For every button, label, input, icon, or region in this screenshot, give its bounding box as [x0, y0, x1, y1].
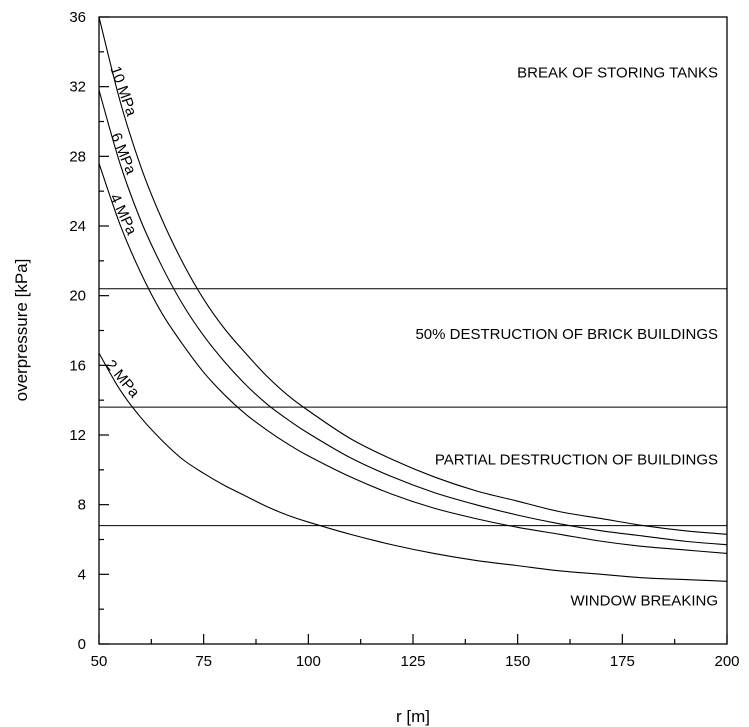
pressure-curves: [98, 16, 728, 582]
tick-labels: 50 75 100 125 150 175 200 0 4 8 12 16 20 24 28 32 36: [69, 9, 739, 670]
y-tick-label: 4: [78, 566, 86, 583]
curve-2-mpa: [98, 352, 728, 582]
curve-6-mpa: [98, 89, 728, 546]
x-axis-label: r [m]: [396, 707, 430, 726]
zone-label-break-of-storing-tanks: BREAK OF STORING TANKS: [517, 65, 718, 82]
curve-label-4-mpa: 4 MPa: [106, 191, 140, 238]
zone-label-50-destruction-of-brick-buildings: 50% DESTRUCTION OF BRICK BUILDINGS: [415, 326, 718, 343]
curve-label-10-mpa: 10 MPa: [107, 64, 141, 119]
y-tick-label: 16: [69, 357, 86, 374]
x-tick-label: 100: [296, 653, 321, 670]
x-tick-label: 200: [714, 653, 739, 670]
x-tick-label: 125: [400, 653, 425, 670]
zone-labels: BREAK OF STORING TANKS 50% DESTRUCTION OF…: [415, 65, 718, 610]
x-tick-label: 150: [505, 653, 530, 670]
y-tick-label: 12: [69, 427, 86, 444]
x-tick-label: 75: [195, 653, 212, 670]
curve-labels: 10 MPa 6 MPa 4 MPa 2 MPa: [102, 64, 143, 402]
y-tick-label: 8: [78, 497, 86, 514]
y-tick-label: 20: [69, 288, 86, 305]
y-tick-label: 32: [69, 79, 86, 96]
zone-label-partial-destruction-of-buildings: PARTIAL DESTRUCTION OF BUILDINGS: [435, 451, 718, 468]
y-tick-label: 0: [78, 636, 86, 653]
curve-4-mpa: [98, 163, 728, 554]
y-tick-label: 28: [69, 148, 86, 165]
threshold-lines: [99, 288, 727, 527]
y-axis-label: overpressure [kPa]: [12, 259, 31, 402]
zone-label-window-breaking: WINDOW BREAKING: [570, 592, 718, 609]
x-tick-label: 50: [91, 653, 108, 670]
axis-ticks: [98, 16, 728, 645]
y-tick-label: 24: [69, 218, 86, 235]
curve-10-mpa: [98, 16, 728, 535]
curve-label-2-mpa: 2 MPa: [102, 357, 143, 402]
x-tick-label: 175: [610, 653, 635, 670]
y-tick-label: 36: [69, 9, 86, 26]
curve-label-6-mpa: 6 MPa: [107, 130, 139, 177]
